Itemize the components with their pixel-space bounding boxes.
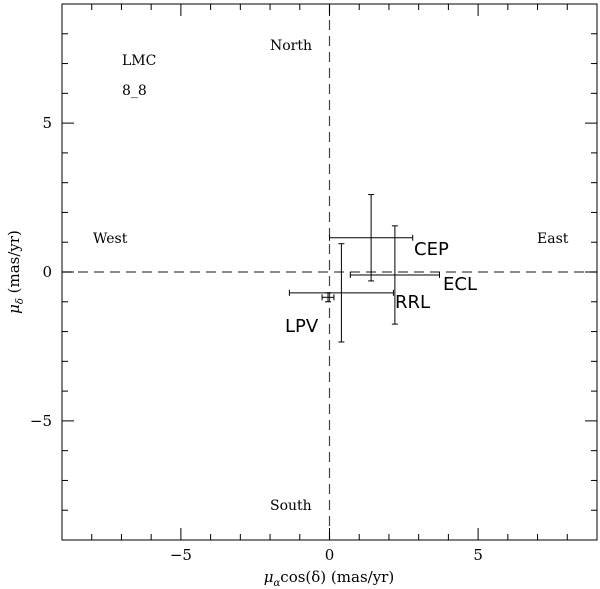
y-tick-labels: −5 0 5 <box>30 114 52 430</box>
y-tick-label: 0 <box>42 263 52 281</box>
east-label: East <box>537 231 569 247</box>
series-label-lpv: LPV <box>285 316 319 337</box>
error-bar-ecl <box>349 225 440 325</box>
west-label: West <box>93 231 128 247</box>
x-tick-label: 0 <box>325 546 335 564</box>
series-label-ecl: ECL <box>443 274 477 295</box>
error-bar-marks <box>288 194 440 343</box>
field-label: LMC <box>122 53 156 69</box>
south-label: South <box>270 498 312 514</box>
x-tick-label: −5 <box>170 546 192 564</box>
y-tick-label: −5 <box>30 412 52 430</box>
x-axis-label: μαcos(δ) (mas/yr) <box>264 568 394 589</box>
error-bar-rrl <box>288 243 394 343</box>
y-axis-label: μδ (mas/yr) <box>5 230 26 314</box>
y-tick-label: 5 <box>42 114 52 132</box>
error-bar-cep <box>329 194 414 282</box>
north-label: North <box>270 38 312 54</box>
error-bar-lpv <box>321 292 335 303</box>
series-label-rrl: RRL <box>395 292 430 313</box>
x-tick-labels: −5 0 5 <box>170 546 483 564</box>
series-label-cep: CEP <box>414 239 449 260</box>
x-tick-label: 5 <box>473 546 483 564</box>
field-id-label: 8_8 <box>122 83 147 99</box>
axis-ticks <box>61 3 598 541</box>
